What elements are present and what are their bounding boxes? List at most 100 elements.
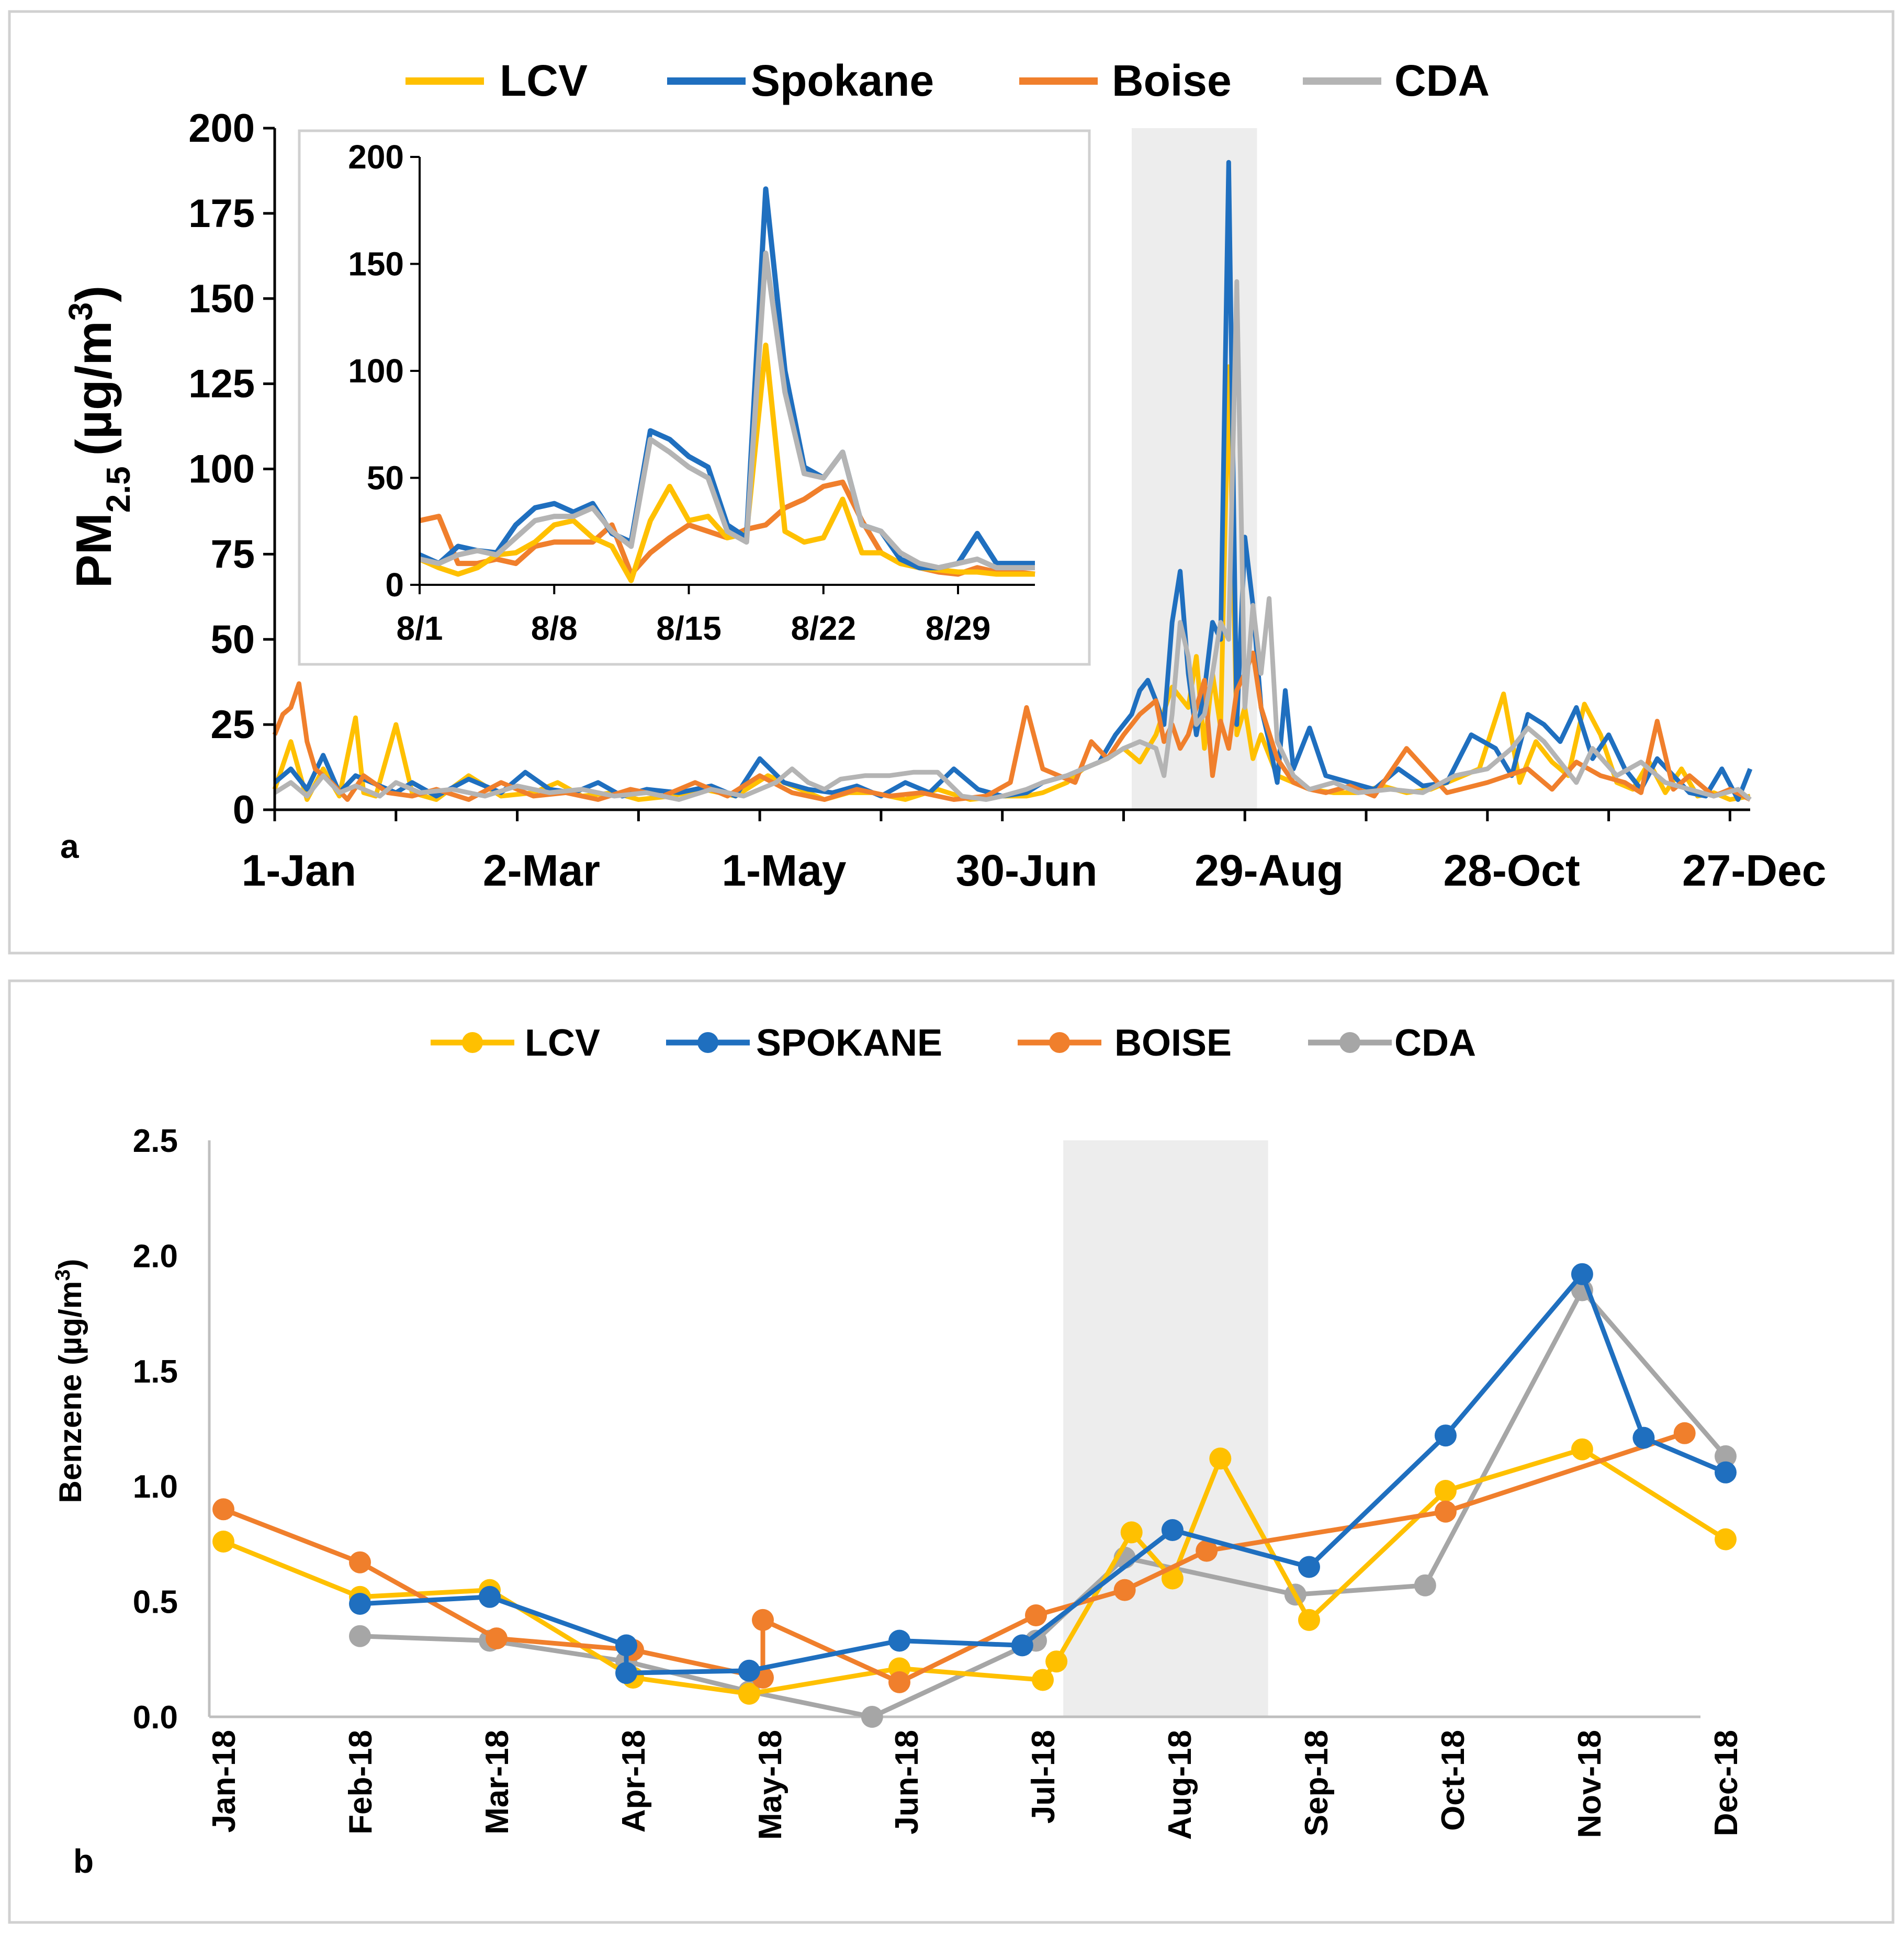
x-tick-label: 2-Mar [483,846,600,895]
panel-a-x-ticks: 1-Jan 2-Mar 1-May 30-Jun 29-Aug 28-Oct 27-Dec [242,810,1827,895]
legend-marker-lcv-b [462,1032,483,1053]
legend-label-boise-b: BOISE [1114,1022,1232,1064]
inset-ticks: 0 50 100 150 200 8/1 8/8 8/15 8/22 8/29 [348,138,990,647]
series-line-lcv [272,364,1751,802]
x-tick-label: Jun-18 [889,1730,925,1835]
inset-x-tick-label: 8/22 [791,609,856,647]
y-tick-label: 2.5 [133,1123,178,1159]
point-spokane [1298,1556,1320,1578]
point-spokane [615,1634,637,1657]
y-tick-label: 0 [233,788,255,832]
point-lcv [1434,1480,1457,1502]
x-tick-label: 30-Jun [956,846,1098,895]
panel-a-series [272,160,1753,802]
point-lcv [1715,1528,1737,1550]
y-tick-label: 2.0 [133,1238,178,1274]
panel-b: LCV SPOKANE BOISE CDA Benzene (µg/m3) 0.… [51,1022,1744,1880]
x-tick-label: Nov-18 [1572,1730,1608,1838]
point-spokane [888,1629,910,1652]
panel-a-axes [273,128,1750,811]
point-spokane [1434,1424,1457,1447]
panel-a-y-ticks: 0 25 50 75 100 125 150 175 200 [188,106,275,832]
legend-label-cda: CDA [1394,56,1490,105]
y-tick-label: 175 [188,191,255,236]
point-boise [1025,1604,1047,1626]
inset-series [418,186,1035,583]
panel-b-axes [208,1140,1700,1718]
point-lcv [1298,1609,1320,1631]
point-boise [486,1627,508,1650]
point-lcv [1209,1447,1232,1470]
x-tick-label: Jan-18 [206,1730,242,1832]
panel-a-label: a [60,828,79,865]
inset-axes [419,157,1035,586]
point-cda [1715,1445,1737,1467]
y-tick-label: 100 [188,447,255,492]
series-line-cda [273,279,1752,802]
y-tick-label: 0.5 [133,1584,178,1621]
x-tick-label: 29-Aug [1195,846,1344,895]
inset-y-tick-label: 200 [348,138,404,176]
panel-b-y-ticks: 0.0 0.5 1.0 1.5 2.0 2.5 [133,1123,178,1736]
y-tick-label: 75 [210,532,255,576]
point-spokane [479,1586,501,1608]
inset-y-tick-label: 100 [348,352,404,390]
legend-marker-cda-b [1339,1032,1360,1053]
legend-label-lcv: LCV [500,56,588,105]
legend-label-cda-b: CDA [1394,1022,1476,1064]
point-spokane [1161,1519,1184,1541]
point-spokane [1011,1634,1033,1657]
y-tick-label: 1.0 [133,1469,178,1505]
panel-b-legend: LCV SPOKANE BOISE CDA [431,1022,1476,1064]
panel-b-frame [8,979,1895,1924]
point-lcv [212,1531,234,1553]
x-tick-label: Mar-18 [479,1730,515,1835]
y-tick-label: 125 [188,362,255,406]
legend-label-spokane-b: SPOKANE [756,1022,942,1064]
legend-label-boise: Boise [1112,56,1232,105]
point-spokane [1632,1426,1655,1449]
x-tick-label: 1-May [722,846,846,895]
x-tick-label: Apr-18 [616,1730,652,1832]
y-tick-label: 50 [210,617,255,662]
inset-series-line-cda [419,251,1035,571]
panel-b-label: b [73,1842,94,1880]
y-tick-label: 200 [188,106,255,151]
panel-b-series [212,1263,1737,1728]
inset-x-tick-label: 8/15 [656,609,722,647]
inset-x-tick-label: 8/8 [531,609,578,647]
x-tick-label: Oct-18 [1435,1730,1471,1831]
panel-a: LCV Spokane Boise CDA PM2.5(µg/m3) 0 25 50… [60,56,1826,895]
point-lcv [1161,1567,1184,1590]
y-tick-label: 150 [188,277,255,321]
point-spokane [738,1659,760,1682]
inset-y-tick-label: 0 [385,566,404,604]
panel-a-legend: LCV Spokane Boise CDA [405,56,1490,105]
y-tick-label: 25 [210,703,255,747]
panel-b-y-axis-title: Benzene (µg/m3) [51,1259,88,1503]
legend-marker-boise-b [1049,1032,1070,1053]
panel-a-y-axis-title: PM2.5(µg/m3) [62,286,137,588]
inset-y-tick-label: 150 [348,245,404,283]
panel-b-highlight [1063,1140,1268,1717]
point-boise [1196,1539,1218,1562]
point-boise [349,1551,371,1573]
legend-marker-spokane-b [697,1032,718,1053]
legend-label-lcv-b: LCV [525,1022,600,1064]
point-cda [349,1625,371,1647]
inset-chart: 0 50 100 150 200 8/1 8/8 8/15 8/22 8/29 [298,129,1091,666]
panel-b-x-ticks: Jan-18 Feb-18 Mar-18 Apr-18 May-18 Jun-18 Jul-… [206,1730,1744,1840]
x-tick-label: May-18 [752,1730,788,1840]
point-lcv [1571,1438,1593,1461]
x-tick-label: 27-Dec [1682,846,1827,895]
point-lcv [1045,1650,1068,1673]
point-cda [861,1706,883,1728]
point-spokane [615,1662,637,1684]
x-tick-label: Jul-18 [1026,1730,1062,1824]
point-boise [888,1671,910,1693]
series-line-boise [222,1431,1686,1685]
inset-x-tick-label: 8/1 [397,609,443,647]
x-tick-label: 1-Jan [242,846,356,895]
y-tick-label: 0.0 [133,1700,178,1736]
